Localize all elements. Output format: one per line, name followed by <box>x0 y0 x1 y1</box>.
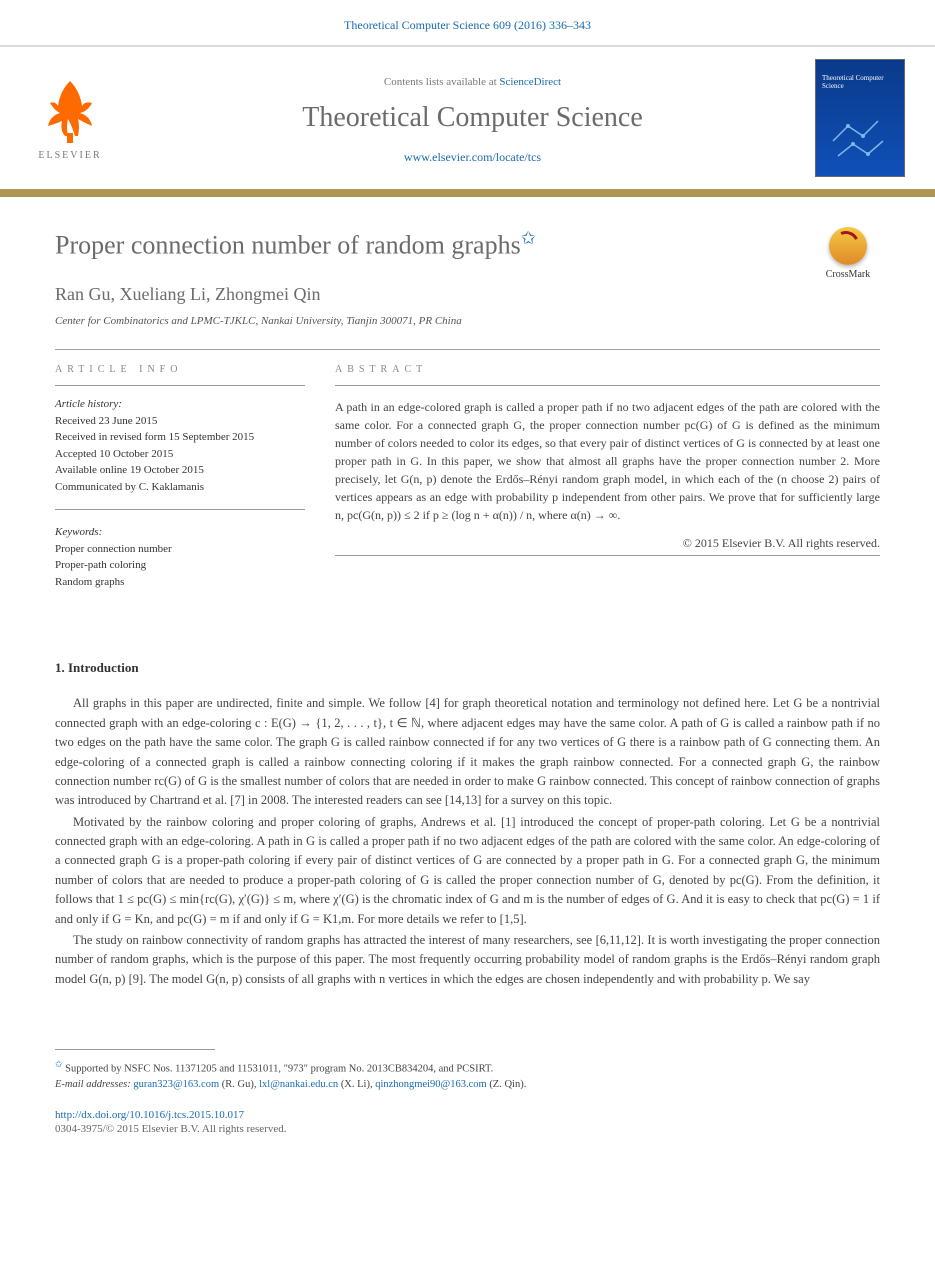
funding-text: Supported by NSFC Nos. 11371205 and 1153… <box>65 1064 493 1075</box>
keywords-label: Keywords: <box>55 526 102 538</box>
received-date: Received 23 June 2015 <box>55 415 157 427</box>
abstract-separator <box>335 555 880 556</box>
revised-date: Received in revised form 15 September 20… <box>55 431 254 443</box>
banner-center: Contents lists available at ScienceDirec… <box>130 62 815 175</box>
email-link[interactable]: lxl@nankai.edu.cn <box>259 1079 338 1090</box>
authors: Ran Gu, Xueliang Li, Zhongmei Qin <box>55 284 880 305</box>
online-date: Available online 19 October 2015 <box>55 464 204 476</box>
doi-link[interactable]: http://dx.doi.org/10.1016/j.tcs.2015.10.… <box>55 1109 880 1121</box>
abstract-heading: abstract <box>335 350 880 386</box>
funding-note: ✩ Supported by NSFC Nos. 11371205 and 11… <box>55 1058 880 1077</box>
contents-available: Contents lists available at ScienceDirec… <box>130 76 815 88</box>
paragraph: The study on rainbow connectivity of ran… <box>55 931 880 989</box>
email-link[interactable]: qinzhongmei90@163.com <box>375 1079 486 1090</box>
article-history: Article history: Received 23 June 2015 R… <box>55 386 305 505</box>
keyword: Random graphs <box>55 576 124 588</box>
affiliation: Center for Combinatorics and LPMC-TJKLC,… <box>55 315 880 327</box>
accepted-date: Accepted 10 October 2015 <box>55 448 173 460</box>
publisher-logo-box: ELSEVIER <box>0 51 130 186</box>
keywords-block: Keywords: Proper connection number Prope… <box>55 514 305 600</box>
elsevier-logo-icon: ELSEVIER <box>30 71 110 161</box>
sciencedirect-link[interactable]: ScienceDirect <box>499 76 561 88</box>
email-who: (X. Li) <box>341 1079 370 1090</box>
journal-cover-box: Theoretical Computer Science <box>815 47 935 189</box>
crossmark-badge[interactable]: CrossMark <box>816 227 880 291</box>
cover-title: Theoretical Computer Science <box>822 74 898 90</box>
email-link[interactable]: guran323@163.com <box>133 1079 219 1090</box>
section-heading-intro: 1. Introduction <box>55 660 880 676</box>
abstract-column: abstract A path in an edge-colored graph… <box>335 350 880 600</box>
email-label: E-mail addresses: <box>55 1079 131 1090</box>
communicated-by: Communicated by C. Kaklamanis <box>55 481 204 493</box>
crossmark-icon <box>829 227 867 265</box>
footer-copyright: 0304-3975/© 2015 Elsevier B.V. All right… <box>55 1123 880 1135</box>
email-who: (R. Gu) <box>222 1079 254 1090</box>
journal-cover-image: Theoretical Computer Science <box>815 59 905 177</box>
article-info-heading: article info <box>55 350 305 386</box>
info-abstract-row: article info Article history: Received 2… <box>55 350 880 600</box>
email-line: E-mail addresses: guran323@163.com (R. G… <box>55 1077 880 1093</box>
header-citation: Theoretical Computer Science 609 (2016) … <box>0 0 935 45</box>
article-info-column: article info Article history: Received 2… <box>55 350 305 600</box>
svg-text:ELSEVIER: ELSEVIER <box>38 150 101 161</box>
paragraph: All graphs in this paper are undirected,… <box>55 694 880 810</box>
abstract-copyright: © 2015 Elsevier B.V. All rights reserved… <box>335 536 880 551</box>
article-title: Proper connection number of random graph… <box>55 227 880 262</box>
footnotes: ✩ Supported by NSFC Nos. 11371205 and 11… <box>55 1050 880 1093</box>
crossmark-label: CrossMark <box>816 269 880 280</box>
keyword: Proper connection number <box>55 543 172 555</box>
title-footnote-marker: ✩ <box>521 228 536 248</box>
journal-banner: ELSEVIER Contents lists available at Sci… <box>0 45 935 197</box>
title-text: Proper connection number of random graph… <box>55 231 521 260</box>
cover-graphic-icon <box>828 116 888 166</box>
abstract-text: A path in an edge-colored graph is calle… <box>335 386 880 536</box>
article-body: CrossMark Proper connection number of ra… <box>0 197 935 1175</box>
keyword: Proper-path coloring <box>55 559 146 571</box>
email-who: (Z. Qin) <box>489 1079 523 1090</box>
journal-title: Theoretical Computer Science <box>130 102 815 134</box>
info-separator <box>55 509 305 510</box>
history-label: Article history: <box>55 398 122 410</box>
journal-url[interactable]: www.elsevier.com/locate/tcs <box>130 150 815 165</box>
paragraph: Motivated by the rainbow coloring and pr… <box>55 813 880 929</box>
contents-prefix: Contents lists available at <box>384 76 499 88</box>
